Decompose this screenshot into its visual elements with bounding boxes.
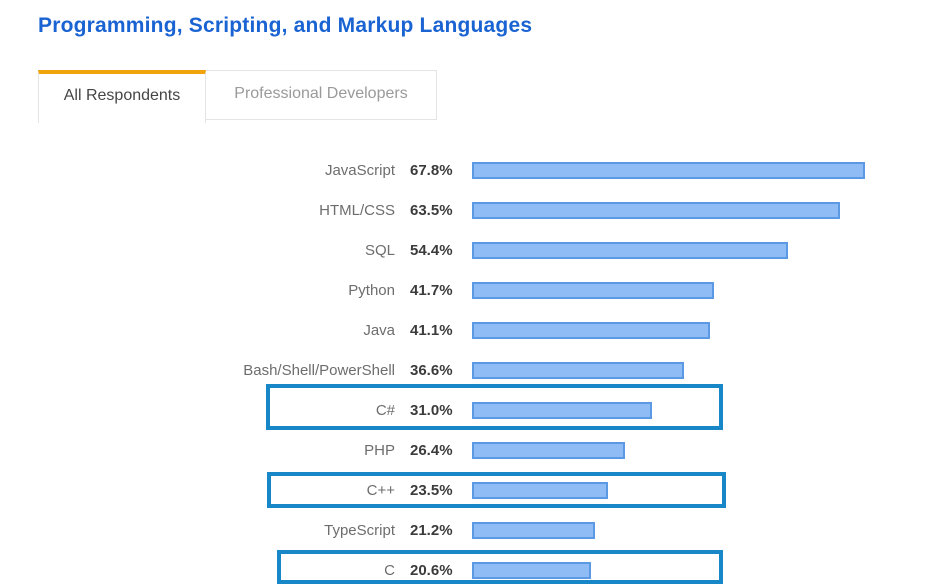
bar	[472, 321, 710, 339]
category-label: C++	[366, 481, 395, 499]
chart-row: C 20.6%	[0, 550, 928, 587]
bar	[472, 481, 608, 499]
bar-track	[472, 241, 788, 259]
chart-row: Bash/Shell/PowerShell 36.6%	[0, 350, 928, 390]
bar-track	[472, 561, 591, 579]
chart-row: C# 31.0%	[0, 390, 928, 430]
category-label: C	[384, 561, 395, 579]
value-label: 36.6%	[410, 361, 453, 379]
chart-row: TypeScript 21.2%	[0, 510, 928, 550]
bar	[472, 361, 684, 379]
bar	[472, 561, 591, 579]
tab-bar: All Respondents Professional Developers	[38, 70, 437, 123]
chart-row: HTML/CSS 63.5%	[0, 190, 928, 230]
chart-row: SQL 54.4%	[0, 230, 928, 270]
chart-row: C++ 23.5%	[0, 470, 928, 510]
bar-chart: JavaScript 67.8% HTML/CSS 63.5% SQL 54.4% Pyth…	[0, 150, 928, 587]
bar-track	[472, 361, 684, 379]
value-label: 31.0%	[410, 401, 453, 419]
chart-row: Python 41.7%	[0, 270, 928, 310]
value-label: 54.4%	[410, 241, 453, 259]
category-label: C#	[375, 401, 395, 419]
bar	[472, 241, 788, 259]
category-label: TypeScript	[324, 521, 395, 539]
value-label: 63.5%	[410, 201, 453, 219]
category-label: SQL	[364, 241, 395, 259]
bar	[472, 401, 652, 419]
bar-track	[472, 401, 652, 419]
tab-professional-developers[interactable]: Professional Developers	[206, 70, 437, 120]
category-label: PHP	[364, 441, 395, 459]
bar	[472, 161, 865, 179]
page-title: Programming, Scripting, and Markup Langu…	[38, 14, 533, 37]
bar	[472, 201, 840, 219]
bar	[472, 521, 595, 539]
bar	[472, 281, 714, 299]
tab-all-respondents-label: All Respondents	[63, 86, 181, 104]
bar-track	[472, 441, 625, 459]
chart-row: PHP 26.4%	[0, 430, 928, 470]
value-label: 20.6%	[410, 561, 453, 579]
category-label: Java	[363, 321, 395, 339]
value-label: 41.1%	[410, 321, 453, 339]
bar-track	[472, 201, 840, 219]
tab-all-respondents[interactable]: All Respondents	[38, 70, 206, 123]
value-label: 21.2%	[410, 521, 453, 539]
bar-track	[472, 281, 714, 299]
category-label: JavaScript	[324, 161, 395, 179]
bar-track	[472, 321, 710, 339]
value-label: 41.7%	[410, 281, 453, 299]
chart-row: Java 41.1%	[0, 310, 928, 350]
chart-row: JavaScript 67.8%	[0, 150, 928, 190]
category-label: Python	[348, 281, 395, 299]
bar	[472, 441, 625, 459]
bar-track	[472, 161, 865, 179]
bar-track	[472, 521, 595, 539]
value-label: 23.5%	[410, 481, 453, 499]
tab-professional-developers-label: Professional Developers	[234, 84, 408, 102]
value-label: 67.8%	[410, 161, 453, 179]
bar-track	[472, 481, 608, 499]
category-label: HTML/CSS	[319, 201, 395, 219]
category-label: Bash/Shell/PowerShell	[243, 361, 395, 379]
value-label: 26.4%	[410, 441, 453, 459]
